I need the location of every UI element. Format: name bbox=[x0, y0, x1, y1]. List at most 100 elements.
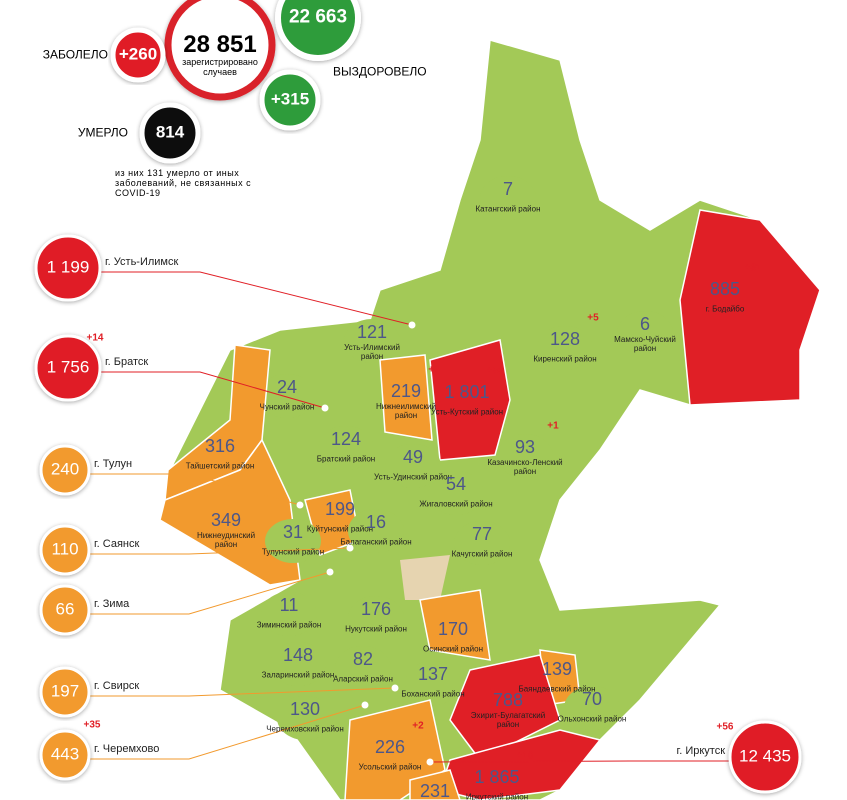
district-name: Тайшетский район bbox=[185, 461, 255, 471]
city-circle bbox=[39, 666, 91, 718]
district-name: Усть-Кутский район bbox=[430, 407, 504, 417]
city-name: г. Братск bbox=[105, 355, 149, 368]
city-circle bbox=[39, 729, 91, 781]
district-name: Ольхонский район bbox=[557, 714, 627, 724]
district-name: Аларский район bbox=[333, 674, 393, 684]
district-name: Казачинско-Ленский район bbox=[487, 458, 563, 476]
district-value: 31 bbox=[282, 522, 304, 543]
city-circle bbox=[34, 234, 102, 302]
district-area bbox=[564, 686, 620, 730]
city-value: 240 bbox=[50, 459, 80, 479]
city-marker bbox=[408, 321, 416, 329]
district-value: 788 bbox=[492, 690, 524, 711]
city-marker bbox=[326, 568, 334, 576]
recovered: 22 663 bbox=[288, 6, 348, 28]
city-name: г. Черемхово bbox=[94, 742, 160, 755]
district-name: Братский район bbox=[316, 454, 376, 464]
district-value: 1 865 bbox=[474, 767, 520, 788]
district-delta: +53 bbox=[486, 365, 504, 377]
district-value: 16 bbox=[365, 512, 387, 533]
infected-label: ЗАБОЛЕЛО bbox=[42, 47, 108, 62]
city-value: 1 756 bbox=[46, 357, 90, 377]
recovered-label: ВЫЗДОРОВЕЛО bbox=[333, 64, 427, 79]
district-delta: +6 bbox=[428, 364, 440, 376]
district-name: Усть-Илимский район bbox=[344, 343, 400, 361]
district-value: 70 bbox=[581, 689, 603, 710]
city-delta: +35 bbox=[83, 719, 101, 731]
district-value: 219 bbox=[390, 381, 422, 402]
district-value: 6 bbox=[639, 314, 651, 335]
district-area bbox=[428, 471, 484, 515]
leader-line bbox=[89, 571, 331, 615]
district-value: 170 bbox=[437, 619, 469, 640]
city-name: г. Саянск bbox=[94, 537, 140, 550]
district-area bbox=[537, 326, 593, 370]
district-name: Эхирит-Булагатский район bbox=[470, 711, 546, 729]
district-name: Киренский район bbox=[533, 354, 597, 364]
district-name: Мамско-Чуйский район bbox=[614, 335, 676, 353]
city-circle bbox=[34, 334, 102, 402]
district-area bbox=[335, 646, 391, 690]
total: 28 851 bbox=[183, 30, 257, 58]
district-value: 226 bbox=[374, 737, 406, 758]
district-area bbox=[480, 176, 536, 220]
city-circle bbox=[39, 524, 91, 576]
died-label: УМЕРЛО bbox=[77, 125, 128, 140]
district-delta: +5 bbox=[587, 312, 599, 324]
district-name: Нижнеилимский район bbox=[375, 402, 436, 420]
city-marker bbox=[391, 684, 399, 692]
leader-line bbox=[89, 547, 351, 555]
district-name: г. Бодайбо bbox=[705, 304, 745, 314]
city-value: 443 bbox=[50, 744, 80, 764]
district-value: 77 bbox=[471, 524, 493, 545]
district-area bbox=[348, 596, 404, 640]
district-area bbox=[497, 434, 553, 478]
district-area bbox=[259, 374, 315, 418]
district-area bbox=[617, 311, 673, 355]
leader-line bbox=[100, 371, 326, 409]
district-value: 199 bbox=[324, 499, 356, 520]
district-value: 124 bbox=[330, 429, 362, 450]
district-name: Заларинский район bbox=[261, 670, 335, 680]
district-value: 7 bbox=[502, 179, 514, 200]
district-area bbox=[261, 592, 317, 636]
died-circle bbox=[139, 102, 201, 164]
district-name: Нукутский район bbox=[345, 624, 407, 634]
district-value: 316 bbox=[204, 436, 236, 457]
city-name: г. Свирск bbox=[94, 679, 140, 692]
infected-delta: +260 bbox=[118, 44, 158, 64]
city-delta: +56 bbox=[716, 721, 734, 733]
city-value: 66 bbox=[55, 599, 75, 619]
district-area bbox=[270, 642, 326, 686]
city-marker bbox=[296, 501, 304, 509]
district-area bbox=[454, 521, 510, 565]
city-delta: +14 bbox=[86, 332, 104, 344]
district-name: Усть-Удинский район bbox=[374, 472, 452, 482]
district-value: 137 bbox=[417, 664, 449, 685]
district-delta: +1 bbox=[547, 420, 559, 432]
district-name: Тулунский район bbox=[261, 547, 325, 557]
district-value: 93 bbox=[514, 437, 536, 458]
district-value: 1 801 bbox=[444, 382, 490, 403]
died-note: из них 131 умерло от иных заболеваний, н… bbox=[115, 168, 252, 198]
district-name: Катангский район bbox=[475, 204, 541, 214]
lake-area bbox=[400, 555, 450, 600]
district-name: Боханский район bbox=[401, 689, 465, 699]
district-area bbox=[409, 769, 461, 800]
district-name: Баяндаевский район bbox=[518, 684, 596, 694]
recovered-circle bbox=[275, 0, 361, 61]
district-value: 885 bbox=[709, 279, 741, 300]
district-name: Осинский район bbox=[422, 644, 483, 654]
district-name: Жигаловский район bbox=[419, 499, 493, 509]
city-value: 110 bbox=[51, 539, 79, 559]
total-circle bbox=[164, 0, 276, 101]
city-name: г. Зима bbox=[94, 597, 130, 610]
district-value: 11 bbox=[279, 595, 299, 616]
district-name: Усольский район bbox=[358, 762, 422, 772]
district-value: 148 bbox=[282, 645, 314, 666]
leader-line bbox=[100, 271, 413, 326]
district-value: 130 bbox=[289, 699, 321, 720]
city-value: 1 199 bbox=[46, 257, 90, 277]
